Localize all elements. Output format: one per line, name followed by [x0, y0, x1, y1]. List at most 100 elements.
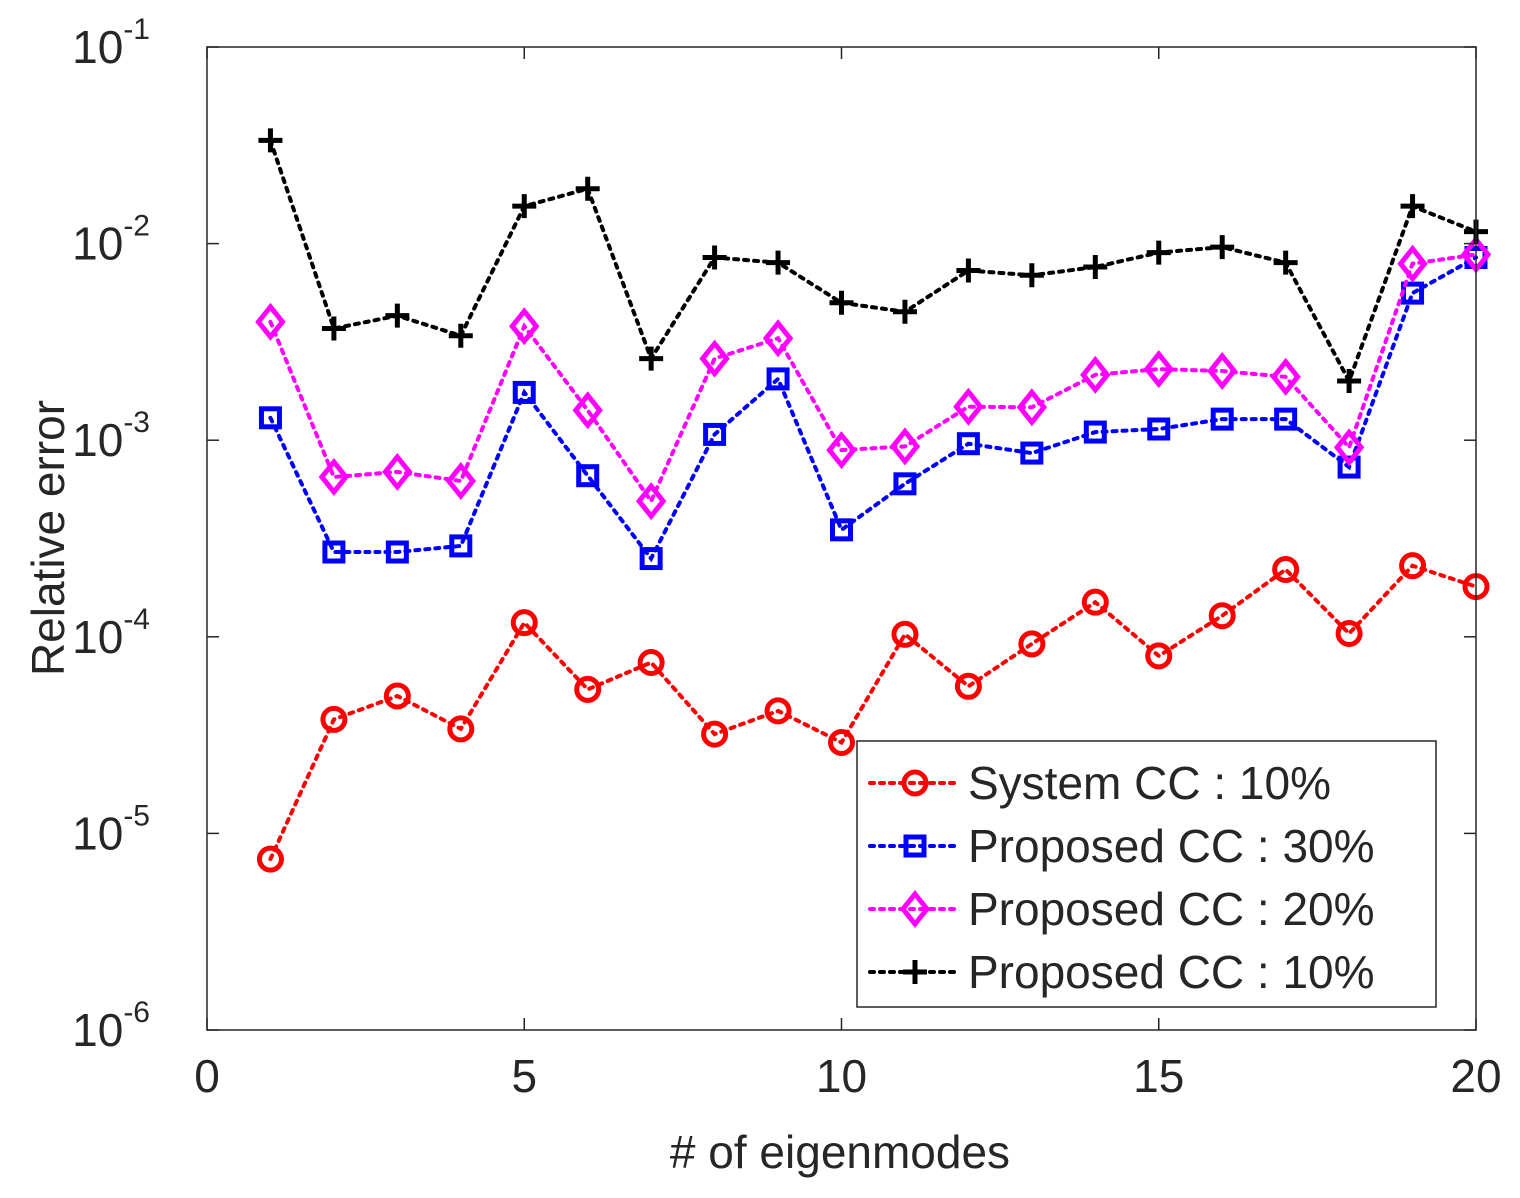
- x-tick-label: 5: [511, 1050, 537, 1102]
- data-point-circle: [1272, 555, 1300, 583]
- data-point-plus: [1400, 194, 1425, 219]
- data-point-plus: [892, 299, 917, 324]
- data-point-circle: [1208, 602, 1236, 630]
- series-2: [258, 245, 1488, 571]
- data-point-circle: [828, 728, 855, 756]
- data-point-plus: [1337, 369, 1362, 394]
- legend-label: Proposed CC : 30%: [968, 820, 1375, 872]
- y-tick-label: 10-5: [72, 799, 150, 859]
- data-point-circle: [1018, 630, 1046, 658]
- y-tick-label: 10-6: [72, 996, 150, 1056]
- legend-item: System CC : 10%: [868, 757, 1331, 809]
- data-point-diamond: [635, 482, 667, 521]
- legend-item: Proposed CC : 10%: [868, 946, 1375, 998]
- data-point-square: [1337, 455, 1361, 479]
- data-point-diamond: [699, 339, 730, 378]
- data-point-circle: [954, 672, 982, 700]
- data-point-diamond: [1016, 388, 1048, 427]
- data-point-square: [449, 534, 473, 558]
- legend-label: System CC : 10%: [968, 757, 1331, 809]
- legend-label: Proposed CC : 20%: [968, 883, 1375, 935]
- y-tick-base: 10: [72, 21, 123, 73]
- legend-label: Proposed CC : 10%: [968, 946, 1375, 998]
- x-tick-label: 10: [816, 1050, 867, 1102]
- series-1: [256, 552, 1490, 873]
- data-point-square: [766, 367, 790, 391]
- y-tick-exponent: -6: [123, 996, 150, 1029]
- data-point-plus: [1083, 255, 1108, 280]
- data-point-diamond: [1080, 355, 1111, 394]
- y-tick-label: 10-2: [72, 210, 150, 270]
- data-point-circle: [1145, 642, 1173, 670]
- legend-item: Proposed CC : 20%: [868, 883, 1375, 935]
- data-point-square: [639, 547, 663, 571]
- data-point-square: [258, 406, 282, 430]
- data-point-circle: [764, 697, 792, 725]
- data-point-diamond: [255, 302, 286, 341]
- y-tick-exponent: -4: [123, 603, 150, 636]
- data-point-circle: [383, 682, 411, 710]
- data-point-diamond: [1397, 244, 1428, 283]
- data-point-plus: [385, 303, 410, 328]
- data-point-diamond: [382, 452, 413, 491]
- data-point-diamond: [762, 319, 794, 358]
- data-point-square: [830, 518, 853, 542]
- data-point-square: [1020, 441, 1044, 465]
- data-point-diamond: [1270, 357, 1301, 396]
- data-point-circle: [701, 720, 729, 748]
- data-point-plus: [1210, 235, 1235, 260]
- data-point-plus: [448, 323, 473, 348]
- y-tick-label: 10-4: [72, 603, 150, 663]
- data-point-plus: [766, 250, 791, 275]
- x-axis-label: # of eigenmodes: [670, 1126, 1010, 1178]
- legend-item: Proposed CC : 30%: [868, 820, 1375, 872]
- data-point-circle: [574, 675, 602, 703]
- data-point-diamond: [445, 462, 477, 501]
- data-point-plus: [512, 194, 537, 219]
- data-point-square: [576, 464, 600, 488]
- data-point-plus: [639, 346, 664, 371]
- data-point-plus: [1019, 263, 1044, 288]
- data-point-diamond: [1143, 350, 1174, 389]
- y-tick-base: 10: [72, 414, 123, 466]
- data-point-circle: [447, 715, 475, 743]
- data-point-plus: [956, 258, 981, 283]
- legend: System CC : 10% Proposed CC : 30% Proposed…: [856, 740, 1437, 1008]
- y-axis-label: Relative error: [22, 400, 74, 676]
- data-point-diamond: [318, 457, 350, 496]
- data-point-circle: [637, 649, 665, 677]
- legend-marker: [903, 960, 927, 984]
- legend-marker: [899, 889, 931, 929]
- data-point-square: [1083, 420, 1107, 444]
- data-point-square: [512, 380, 536, 404]
- data-point-plus: [829, 290, 854, 315]
- data-point-plus: [1146, 240, 1171, 265]
- x-tick-label: 0: [194, 1050, 220, 1102]
- data-point-circle: [891, 620, 919, 648]
- data-point-square: [956, 432, 980, 456]
- y-tick-exponent: -5: [123, 799, 150, 832]
- data-point-circle: [1399, 552, 1427, 580]
- data-point-diamond: [509, 307, 540, 346]
- data-point-plus: [575, 176, 600, 201]
- data-point-square: [893, 472, 917, 496]
- data-point-circle: [1335, 619, 1363, 647]
- y-tick-label: 10-3: [72, 406, 150, 466]
- data-point-circle: [320, 705, 348, 733]
- data-point-diamond: [826, 431, 857, 470]
- data-point-square: [1147, 417, 1171, 441]
- data-point-square: [1210, 407, 1234, 431]
- data-point-diamond: [889, 427, 921, 466]
- y-tick-exponent: -1: [123, 13, 150, 46]
- data-point-circle: [256, 845, 284, 873]
- data-point-plus: [258, 128, 283, 153]
- y-tick-base: 10: [72, 611, 123, 663]
- legend-box: [856, 740, 1437, 1008]
- data-point-circle: [510, 609, 538, 637]
- data-point-diamond: [953, 387, 984, 426]
- y-tick-base: 10: [72, 218, 123, 270]
- data-point-circle: [1081, 588, 1109, 616]
- x-tick-label: 20: [1450, 1050, 1501, 1102]
- legend-marker: [901, 769, 929, 797]
